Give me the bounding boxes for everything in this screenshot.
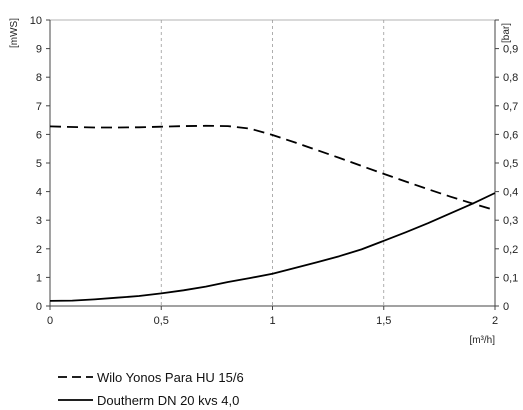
y-left-tick-label: 9 bbox=[36, 44, 42, 56]
x-tick-label: 1,5 bbox=[376, 315, 391, 327]
y-left-tick-label: 2 bbox=[36, 244, 42, 256]
y-left-tick-label: 10 bbox=[30, 15, 42, 27]
y-left-tick-label: 7 bbox=[36, 101, 42, 113]
y-right-tick-label: 0,4 bbox=[503, 187, 518, 199]
y-left-axis-label: [mWS] bbox=[9, 18, 20, 48]
y-right-tick-label: 0 bbox=[503, 301, 509, 313]
right-axis-ticks: 0 0,1 0,2 0,3 0,4 0,5 0,6 0,7 0,8 0,9 bbox=[495, 19, 518, 313]
y-right-tick-label: 0,3 bbox=[503, 215, 518, 227]
legend-label-series-2: Doutherm DN 20 kvs 4,0 bbox=[97, 393, 239, 408]
chart-grid bbox=[50, 19, 495, 306]
y-right-axis-label: [bar] bbox=[501, 23, 512, 43]
y-right-tick-label: 0,9 bbox=[503, 44, 518, 56]
y-right-tick-label: 0,1 bbox=[503, 272, 518, 284]
y-right-tick-label: 0,5 bbox=[503, 158, 518, 170]
y-left-tick-label: 1 bbox=[36, 272, 42, 284]
y-left-tick-label: 8 bbox=[36, 72, 42, 84]
y-right-tick-label: 0,6 bbox=[503, 129, 518, 141]
y-left-tick-label: 0 bbox=[36, 301, 42, 313]
x-tick-label: 1 bbox=[269, 315, 275, 327]
x-axis-ticks: 0 0,5 1 1,5 2 bbox=[47, 306, 498, 327]
y-right-tick-label: 0,2 bbox=[503, 244, 518, 256]
y-right-tick-label: 0,7 bbox=[503, 101, 518, 113]
y-left-tick-label: 3 bbox=[36, 215, 42, 227]
chart-legend: Wilo Yonos Para HU 15/6 Doutherm DN 20 k… bbox=[58, 370, 244, 408]
series-line-1 bbox=[49, 124, 496, 212]
legend-label-series-1: Wilo Yonos Para HU 15/6 bbox=[97, 370, 244, 385]
x-tick-label: 0 bbox=[47, 315, 53, 327]
x-tick-label: 0,5 bbox=[154, 315, 169, 327]
y-right-tick-label: 0,8 bbox=[503, 72, 518, 84]
x-axis-label: [m³/h] bbox=[469, 335, 495, 346]
left-axis-ticks: 0 1 2 3 4 5 6 7 8 9 10 bbox=[30, 15, 50, 313]
y-left-tick-label: 5 bbox=[36, 158, 42, 170]
y-left-tick-label: 6 bbox=[36, 129, 42, 141]
x-tick-label: 2 bbox=[492, 315, 498, 327]
series-line-2 bbox=[49, 192, 496, 302]
series-layer bbox=[49, 124, 496, 302]
y-left-tick-label: 4 bbox=[36, 187, 42, 199]
